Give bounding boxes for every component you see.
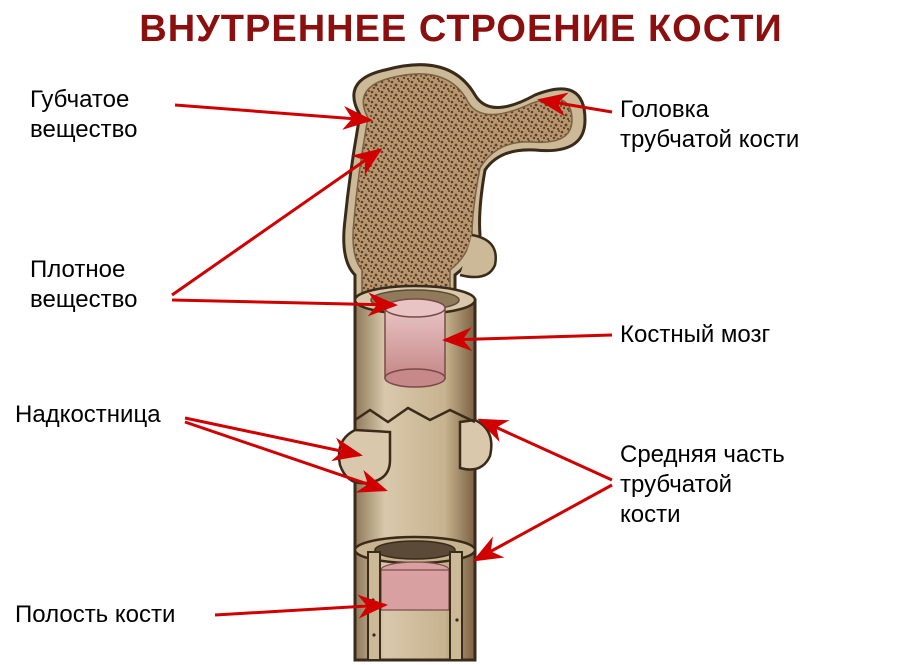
label-marrow: Костный мозг — [620, 320, 770, 350]
diagram-title: ВНУТРЕННЕЕ СТРОЕНИЕ КОСТИ — [139, 8, 782, 51]
bone-wall-left — [368, 552, 380, 660]
bone-foramen — [372, 633, 375, 636]
bone-foramen — [371, 598, 374, 601]
label-head: Головкатрубчатой кости — [620, 95, 799, 155]
bone-periosteum-flap-right — [460, 420, 491, 470]
label-diaphysis: Средняя частьтрубчатойкости — [620, 440, 785, 530]
bone-cavity-opening — [375, 541, 455, 559]
bone-marrow-top — [385, 299, 445, 317]
bone-marrow-base — [385, 369, 445, 387]
bone-wall-right — [450, 552, 462, 660]
bone-lower-marrow-col — [381, 570, 449, 610]
label-cavity: Полость кости — [15, 600, 175, 630]
bone-foramen — [455, 618, 458, 621]
bone-illustration — [300, 60, 600, 660]
bone-marrow-column — [385, 308, 445, 378]
label-compact: Плотноевещество — [30, 255, 137, 315]
bone-periosteum-flap — [339, 430, 390, 483]
label-periosteum: Надкостница — [15, 400, 161, 430]
label-spongy: Губчатоевещество — [30, 85, 137, 145]
